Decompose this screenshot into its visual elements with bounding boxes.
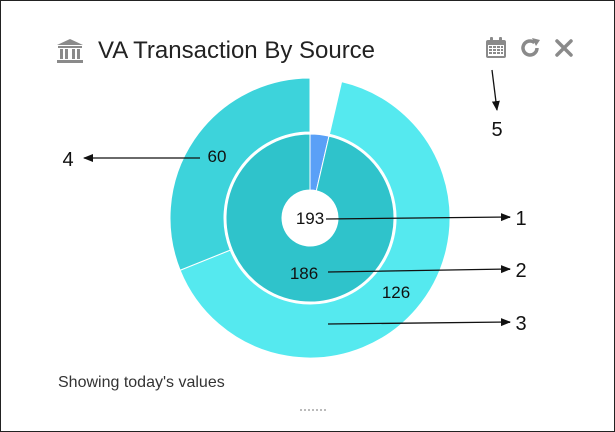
outer-ring-gap[interactable] xyxy=(310,78,342,135)
inner-slice-label: 186 xyxy=(290,264,318,283)
chart-center-hole xyxy=(282,190,338,246)
annotation-arrow xyxy=(327,265,511,274)
refresh-button[interactable] xyxy=(518,36,542,60)
outer-slice-label: 60 xyxy=(208,147,227,166)
annotation-arrow xyxy=(325,213,511,222)
widget-toolbar xyxy=(484,36,576,60)
outer-slice-label: 126 xyxy=(382,283,410,302)
annotation-number: 2 xyxy=(515,260,526,282)
center-total-label: 193 xyxy=(296,209,324,228)
outer-ring-slice[interactable] xyxy=(169,77,311,271)
refresh-icon xyxy=(521,38,540,57)
footer-status-text: Showing today's values xyxy=(58,374,225,391)
widget-title: VA Transaction By Source xyxy=(98,37,376,64)
bank-icon xyxy=(57,39,83,63)
calendar-button[interactable] xyxy=(484,36,508,60)
annotation-arrow xyxy=(327,318,511,327)
annotation-number: 4 xyxy=(62,149,73,171)
annotation-arrow xyxy=(491,69,500,111)
outer-ring xyxy=(169,77,451,359)
annotation-number: 5 xyxy=(491,119,502,141)
resize-grip-icon[interactable] xyxy=(298,407,328,413)
annotation-number: 3 xyxy=(515,313,526,335)
widget-header: VA Transaction By Source xyxy=(56,34,375,68)
annotation-number: 1 xyxy=(515,208,526,230)
close-button[interactable] xyxy=(552,36,576,60)
annotation-arrows xyxy=(83,69,511,327)
close-icon xyxy=(555,39,573,57)
outer-ring-slice[interactable] xyxy=(179,81,451,359)
calendar-icon xyxy=(486,37,506,58)
